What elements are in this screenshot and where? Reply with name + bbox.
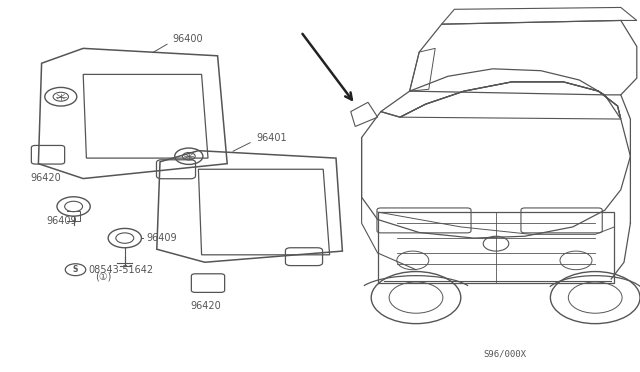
Text: 96409: 96409 [46,217,77,226]
Text: 96401: 96401 [256,133,287,142]
Text: (①): (①) [95,272,111,282]
Text: 96420: 96420 [31,173,61,183]
Text: 08543-51642: 08543-51642 [88,265,154,275]
Text: S96/000X: S96/000X [483,350,526,359]
Text: S: S [73,265,78,274]
Text: 96400: 96400 [173,34,204,44]
Text: 96409: 96409 [146,233,177,243]
Text: 96420: 96420 [191,301,221,311]
